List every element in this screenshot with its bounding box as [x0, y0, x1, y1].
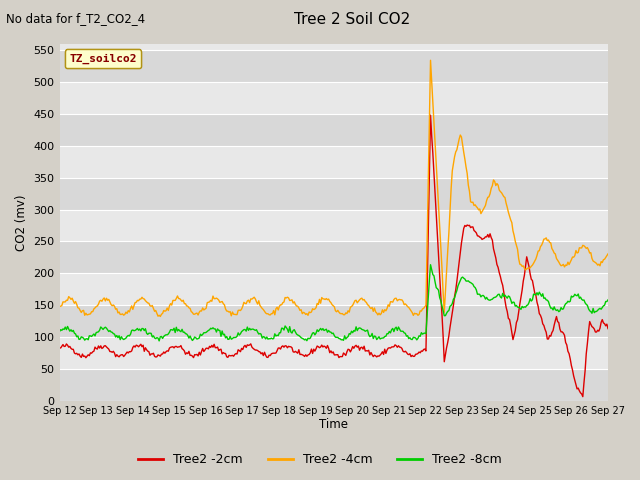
Tree2 -4cm	[288, 297, 296, 303]
Tree2 -2cm	[227, 353, 234, 359]
Tree2 -4cm	[390, 297, 397, 302]
Tree2 -2cm	[363, 348, 371, 354]
Tree2 -2cm	[389, 344, 397, 350]
Tree2 -8cm	[364, 327, 371, 333]
Tree2 -2cm	[579, 394, 587, 399]
Tree2 -8cm	[156, 338, 163, 344]
Tree2 -8cm	[604, 297, 612, 303]
Tree2 -2cm	[427, 112, 435, 118]
Tree2 -8cm	[56, 329, 63, 335]
Line: Tree2 -8cm: Tree2 -8cm	[60, 264, 608, 341]
Tree2 -4cm	[556, 261, 564, 267]
Tree2 -2cm	[460, 226, 468, 231]
Text: Tree 2 Soil CO2: Tree 2 Soil CO2	[294, 12, 410, 27]
Legend: Tree2 -2cm, Tree2 -4cm, Tree2 -8cm: Tree2 -2cm, Tree2 -4cm, Tree2 -8cm	[133, 448, 507, 471]
Tree2 -4cm	[56, 304, 63, 310]
Tree2 -8cm	[390, 329, 397, 335]
Bar	[60, 273, 608, 305]
Y-axis label: CO2 (mv): CO2 (mv)	[15, 194, 28, 251]
Text: No data for f_T2_CO2_4: No data for f_T2_CO2_4	[6, 12, 145, 25]
Tree2 -4cm	[364, 302, 371, 308]
Tree2 -2cm	[56, 345, 63, 351]
Line: Tree2 -2cm: Tree2 -2cm	[60, 115, 608, 396]
Tree2 -8cm	[288, 330, 296, 336]
Tree2 -8cm	[227, 336, 235, 342]
Line: Tree2 -4cm: Tree2 -4cm	[60, 60, 608, 316]
Tree2 -4cm	[604, 251, 612, 257]
Tree2 -2cm	[604, 326, 612, 332]
Tree2 -4cm	[156, 313, 164, 319]
Tree2 -2cm	[555, 320, 563, 325]
Bar	[60, 50, 608, 82]
Tree2 -4cm	[227, 313, 235, 319]
Tree2 -4cm	[461, 156, 468, 162]
Bar	[60, 241, 608, 273]
Tree2 -8cm	[461, 276, 468, 282]
Tree2 -4cm	[427, 58, 435, 63]
Bar	[60, 210, 608, 241]
Bar	[60, 146, 608, 178]
X-axis label: Time: Time	[319, 419, 348, 432]
Bar	[60, 337, 608, 369]
Tree2 -2cm	[287, 344, 294, 350]
Tree2 -8cm	[427, 262, 435, 267]
Bar	[60, 82, 608, 114]
Bar	[60, 178, 608, 210]
Bar	[60, 369, 608, 401]
Tree2 -8cm	[556, 308, 564, 314]
Bar	[60, 114, 608, 146]
Legend: TZ_soilco2: TZ_soilco2	[65, 49, 141, 69]
Bar	[60, 305, 608, 337]
